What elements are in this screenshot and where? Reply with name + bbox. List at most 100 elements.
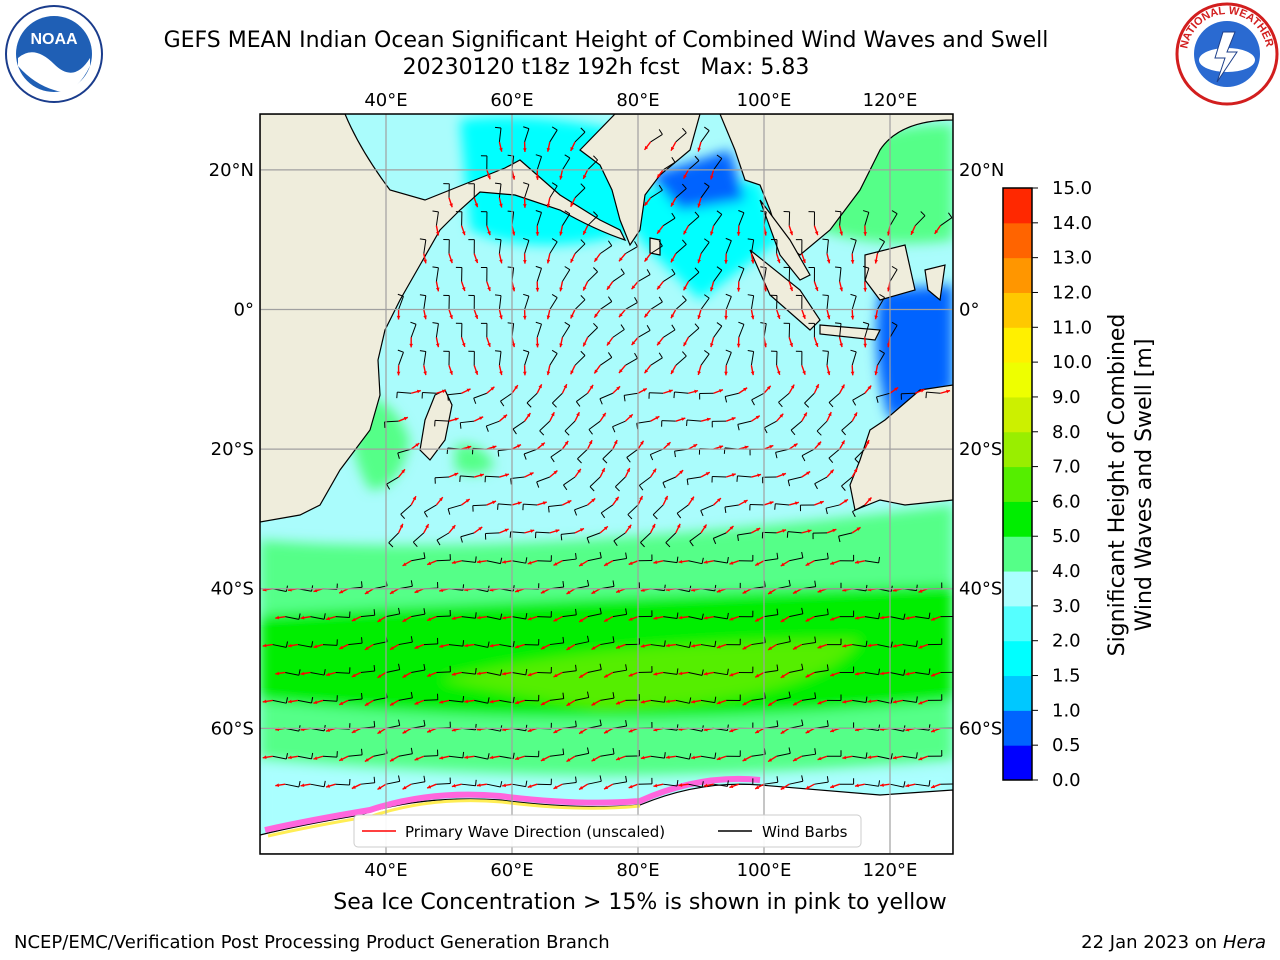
wave-arrow xyxy=(751,415,761,422)
wave-arrow xyxy=(338,643,349,650)
wind-barb xyxy=(625,694,640,701)
wave-arrow xyxy=(338,755,349,762)
wind-barb xyxy=(574,747,590,757)
wind-barb xyxy=(822,238,829,254)
wind-barb xyxy=(700,126,710,143)
wind-barb xyxy=(713,612,729,620)
wind-barb xyxy=(852,640,868,648)
wind-barb xyxy=(432,322,439,338)
wave-arrow xyxy=(805,616,815,623)
wind-barb xyxy=(839,778,855,785)
wind-barb xyxy=(587,155,598,171)
wave-arrow xyxy=(562,499,572,506)
graticule xyxy=(260,114,953,854)
wave-arrow xyxy=(536,442,546,450)
wind-barb xyxy=(436,532,450,546)
wave-arrow xyxy=(535,225,540,236)
wind-barb xyxy=(726,750,741,757)
wave-arrow xyxy=(826,411,832,422)
wind-barb xyxy=(537,666,552,674)
wind-barb xyxy=(459,420,475,429)
wind-barb xyxy=(297,641,314,648)
wave-arrow xyxy=(780,616,790,623)
wave-arrow xyxy=(750,365,755,376)
wind-barb xyxy=(889,266,898,282)
wave-arrow xyxy=(729,671,740,677)
wind-barb xyxy=(549,126,558,143)
wind-barb xyxy=(539,420,551,436)
wave-arrow xyxy=(566,643,576,651)
lon-label-bottom-2: 80°E xyxy=(616,860,659,881)
wind-barb xyxy=(612,268,625,282)
wind-barb xyxy=(322,751,338,758)
wave-arrow xyxy=(535,281,540,292)
wave-arrow xyxy=(788,281,794,292)
wind-barb xyxy=(763,776,779,785)
wave-arrow xyxy=(498,309,503,320)
wave-arrow xyxy=(775,309,781,320)
wave-arrow xyxy=(724,365,728,376)
wave-arrow xyxy=(546,253,551,264)
wave-arrow xyxy=(738,499,748,506)
wind-barb xyxy=(738,610,754,618)
wave-arrow xyxy=(486,225,491,236)
wave-arrow xyxy=(351,727,362,734)
wind-barb xyxy=(864,556,881,564)
wave-arrow xyxy=(724,309,728,320)
wave-arrow xyxy=(713,497,722,506)
wind-barb xyxy=(461,612,477,619)
wind-barb xyxy=(600,636,615,646)
wave-arrow xyxy=(582,337,589,347)
wind-barb xyxy=(663,668,679,675)
wind-barb xyxy=(826,638,842,646)
land-sri-lanka xyxy=(649,237,661,256)
wind-barb xyxy=(770,350,778,366)
land-india xyxy=(579,114,701,247)
wave-arrow xyxy=(448,309,453,320)
wind-barb xyxy=(589,476,601,492)
wave-arrow xyxy=(700,471,711,478)
axis-labels: 40°E 40°E 60°E 60°E 80°E 80°E 100°E 100°E 120°E 1… xyxy=(209,90,1005,881)
wind-barb xyxy=(423,637,439,646)
wave-arrow xyxy=(670,253,677,263)
wave-arrow xyxy=(402,560,412,567)
wind-barb xyxy=(801,636,817,646)
wind-barb xyxy=(841,476,853,491)
wind-barb xyxy=(432,266,439,282)
wind-barb xyxy=(272,641,289,648)
wave-arrow xyxy=(351,671,362,678)
wind-barb xyxy=(436,554,451,562)
wave-arrow xyxy=(448,253,453,264)
wave-arrow xyxy=(451,783,462,788)
wave-arrow xyxy=(593,309,601,319)
wave-arrow xyxy=(578,671,588,679)
wave-arrow xyxy=(829,671,840,677)
svg-text:NOAA: NOAA xyxy=(30,31,78,48)
wave-arrow xyxy=(637,387,648,394)
wind-barb xyxy=(790,420,803,436)
wind-barb xyxy=(925,391,941,399)
wave-arrow xyxy=(351,616,362,622)
wind-barb xyxy=(523,293,530,310)
wave-arrow xyxy=(682,169,690,179)
wind-barb xyxy=(447,392,462,401)
wave-arrow xyxy=(275,671,286,676)
wind-barb xyxy=(411,608,426,618)
wind-barb xyxy=(663,612,679,620)
wind-barb xyxy=(511,613,528,620)
wave-arrow xyxy=(829,783,840,789)
wind-barb xyxy=(736,475,752,482)
wave-arrow xyxy=(523,309,527,320)
wave-arrow xyxy=(863,337,867,348)
wind-barb xyxy=(795,350,803,366)
wave-arrow xyxy=(892,755,903,760)
wave-arrow xyxy=(451,560,462,565)
wave-arrow xyxy=(593,253,601,263)
wave-arrow xyxy=(451,615,462,620)
colorbar-tick-label-13: 11.0 xyxy=(1052,317,1092,338)
wind-barb xyxy=(486,557,503,565)
wave-arrow xyxy=(792,699,803,706)
wind-barb xyxy=(468,183,475,198)
wave-arrow xyxy=(710,337,715,348)
wave-arrow xyxy=(536,383,543,394)
